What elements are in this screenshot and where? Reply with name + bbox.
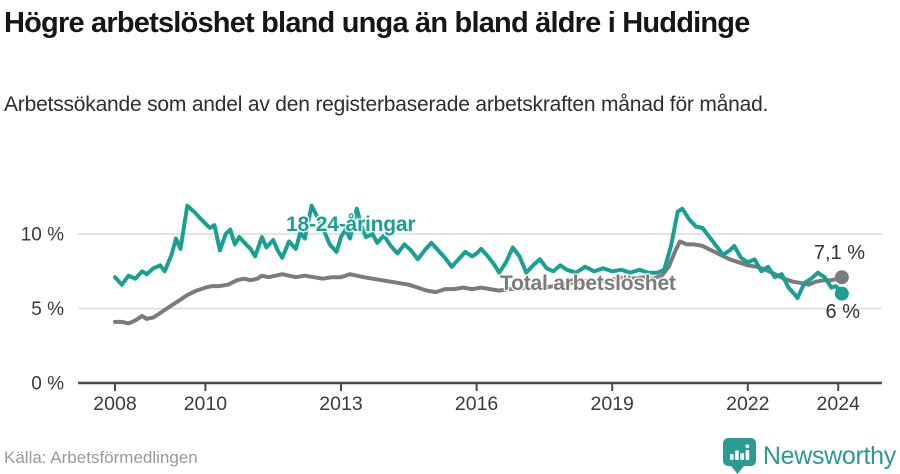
- newsworthy-logo[interactable]: Newsworthy: [722, 438, 896, 474]
- end-value-label-total: 7,1 %: [813, 242, 865, 264]
- series-end-dot-1: [834, 270, 849, 285]
- x-tick-label: 2008: [93, 393, 136, 415]
- x-tick-label: 2013: [319, 393, 362, 415]
- newsworthy-logo-icon: [722, 438, 756, 474]
- x-tick-label: 2024: [817, 393, 861, 415]
- y-tick-label: 0 %: [31, 374, 64, 395]
- series-line-0: [113, 203, 844, 301]
- page-title: Högre arbetslöshet bland unga än bland ä…: [4, 7, 750, 39]
- source-note: Källa: Arbetsförmedlingen: [4, 448, 198, 467]
- series-end-dot-0: [834, 286, 849, 301]
- newsworthy-logo-text: Newsworthy: [762, 441, 896, 470]
- series-label-young: 18-24-åringar: [286, 213, 416, 236]
- x-tick-label: 2016: [455, 393, 498, 415]
- x-tick-label: 2010: [184, 393, 228, 415]
- y-tick-label: 10 %: [21, 225, 64, 246]
- end-value-label-young: 6 %: [825, 301, 860, 323]
- series-label-total: Total arbetslöshet: [500, 272, 676, 295]
- chart-subtitle: Arbetssökande som andel av den registerb…: [4, 93, 769, 116]
- x-tick-label: 2019: [591, 393, 634, 415]
- x-tick-label: 2022: [726, 393, 769, 415]
- y-tick-label: 5 %: [31, 299, 64, 320]
